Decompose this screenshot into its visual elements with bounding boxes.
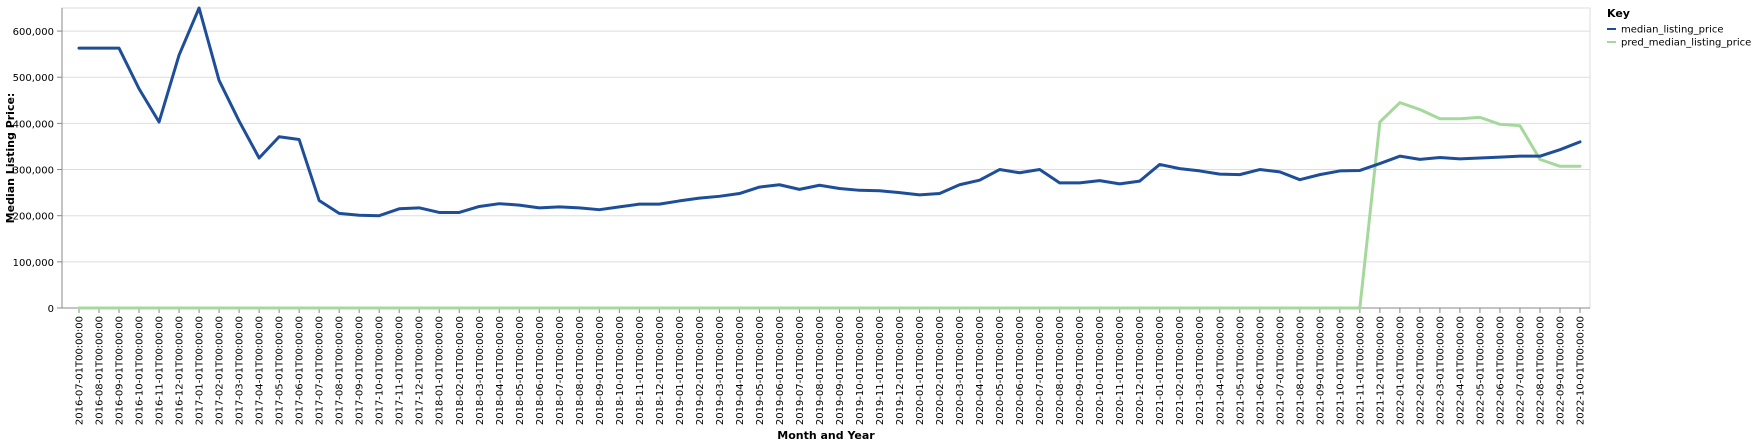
x-tick-label: 2021-03-01T00:00:00 bbox=[1195, 316, 1206, 425]
x-tick-label: 2016-11-01T00:00:00 bbox=[155, 316, 166, 425]
x-tick-label: 2020-09-01T00:00:00 bbox=[1075, 316, 1086, 425]
y-axis: 0 100,000 200,000 300,000 400,000 500,000 600,… bbox=[13, 8, 63, 315]
legend-title: Key bbox=[1607, 7, 1630, 20]
x-tick-label: 2016-09-01T00:00:00 bbox=[115, 316, 126, 425]
x-tick-label: 2019-06-01T00:00:00 bbox=[775, 316, 786, 425]
x-tick-label: 2017-04-01T00:00:00 bbox=[255, 316, 266, 425]
x-tick-label: 2016-08-01T00:00:00 bbox=[95, 316, 106, 425]
x-tick-label: 2018-01-01T00:00:00 bbox=[435, 316, 446, 425]
x-tick-label: 2016-07-01T00:00:00 bbox=[75, 316, 86, 425]
y-tick-label: 200,000 bbox=[13, 212, 54, 223]
x-tick-label: 2017-11-01T00:00:00 bbox=[395, 316, 406, 425]
x-tick-label: 2020-05-01T00:00:00 bbox=[995, 316, 1006, 425]
x-tick-label: 2019-07-01T00:00:00 bbox=[795, 316, 806, 425]
x-tick-label: 2021-12-01T00:00:00 bbox=[1375, 316, 1386, 425]
x-tick-label: 2021-10-01T00:00:00 bbox=[1335, 316, 1346, 425]
plot-frame bbox=[61, 7, 1591, 309]
x-tick-label: 2019-04-01T00:00:00 bbox=[735, 316, 746, 425]
x-tick-label: 2020-12-01T00:00:00 bbox=[1135, 316, 1146, 425]
y-axis-title: Median Listing Price: bbox=[4, 93, 17, 224]
x-tick-label: 2017-02-01T00:00:00 bbox=[215, 316, 226, 425]
x-tick-label: 2018-09-01T00:00:00 bbox=[595, 316, 606, 425]
x-tick-label: 2017-03-01T00:00:00 bbox=[235, 316, 246, 425]
x-tick-label: 2017-01-01T00:00:00 bbox=[195, 316, 206, 425]
y-tick-label: 500,000 bbox=[13, 73, 54, 84]
x-tick-label: 2020-01-01T00:00:00 bbox=[915, 316, 926, 425]
x-tick-label: 2022-09-01T00:00:00 bbox=[1555, 316, 1566, 425]
x-tick-label: 2016-10-01T00:00:00 bbox=[135, 316, 146, 425]
x-tick-label: 2016-12-01T00:00:00 bbox=[175, 316, 186, 425]
legend: Key median_listing_price pred_median_list… bbox=[1607, 7, 1751, 49]
x-tick-label: 2019-12-01T00:00:00 bbox=[895, 316, 906, 425]
x-tick-label: 2017-12-01T00:00:00 bbox=[415, 316, 426, 425]
legend-label: pred_median_listing_price bbox=[1621, 38, 1751, 49]
x-axis-title: Month and Year bbox=[777, 429, 875, 442]
x-tick-label: 2020-03-01T00:00:00 bbox=[955, 316, 966, 425]
x-tick-label: 2021-04-01T00:00:00 bbox=[1215, 316, 1226, 425]
x-tick-label: 2017-09-01T00:00:00 bbox=[355, 316, 366, 425]
x-tick-label: 2019-09-01T00:00:00 bbox=[835, 316, 846, 425]
x-tick-label: 2017-07-01T00:00:00 bbox=[315, 316, 326, 425]
y-tick-label: 400,000 bbox=[13, 119, 54, 130]
x-tick-label: 2020-10-01T00:00:00 bbox=[1095, 316, 1106, 425]
x-tick-label: 2020-02-01T00:00:00 bbox=[935, 316, 946, 425]
x-tick-label: 2019-03-01T00:00:00 bbox=[715, 316, 726, 425]
x-tick-label: 2020-07-01T00:00:00 bbox=[1035, 316, 1046, 425]
x-tick-label: 2021-08-01T00:00:00 bbox=[1295, 316, 1306, 425]
x-tick-label: 2019-02-01T00:00:00 bbox=[695, 316, 706, 425]
x-tick-label: 2021-11-01T00:00:00 bbox=[1355, 316, 1366, 425]
x-tick-label: 2019-01-01T00:00:00 bbox=[675, 316, 686, 425]
x-tick-label: 2021-02-01T00:00:00 bbox=[1175, 316, 1186, 425]
x-tick-label: 2019-08-01T00:00:00 bbox=[815, 316, 826, 425]
x-tick-label: 2022-10-01T00:00:00 bbox=[1576, 316, 1587, 425]
legend-label: median_listing_price bbox=[1621, 25, 1724, 36]
x-tick-label: 2022-01-01T00:00:00 bbox=[1395, 316, 1406, 425]
x-tick-label: 2022-02-01T00:00:00 bbox=[1415, 316, 1426, 425]
x-tick-label: 2018-12-01T00:00:00 bbox=[655, 316, 666, 425]
x-tick-label: 2019-11-01T00:00:00 bbox=[875, 316, 886, 425]
x-tick-label: 2022-05-01T00:00:00 bbox=[1475, 316, 1486, 425]
x-tick-label: 2022-03-01T00:00:00 bbox=[1435, 316, 1446, 425]
y-tick-label: 0 bbox=[48, 304, 54, 315]
x-axis: 2016-07-01T00:00:00 2016-08-01T00:00:00 20… bbox=[62, 307, 1590, 425]
x-tick-label: 2017-06-01T00:00:00 bbox=[295, 316, 306, 425]
x-tick-label: 2021-07-01T00:00:00 bbox=[1275, 316, 1286, 425]
x-tick-label: 2017-08-01T00:00:00 bbox=[335, 316, 346, 425]
x-tick-label: 2021-01-01T00:00:00 bbox=[1155, 316, 1166, 425]
x-tick-label: 2017-05-01T00:00:00 bbox=[275, 316, 286, 425]
x-tick-label: 2022-08-01T00:00:00 bbox=[1535, 316, 1546, 425]
x-tick-label: 2018-10-01T00:00:00 bbox=[615, 316, 626, 425]
x-tick-label: 2020-08-01T00:00:00 bbox=[1055, 316, 1066, 425]
x-tick-label: 2021-05-01T00:00:00 bbox=[1235, 316, 1246, 425]
x-tick-label: 2018-07-01T00:00:00 bbox=[555, 316, 566, 425]
y-tick-label: 300,000 bbox=[13, 166, 54, 177]
x-tick-label: 2021-06-01T00:00:00 bbox=[1255, 316, 1266, 425]
x-tick-label: 2018-08-01T00:00:00 bbox=[575, 316, 586, 425]
series-lines bbox=[77, 6, 1582, 310]
x-tick-label: 2022-04-01T00:00:00 bbox=[1455, 316, 1466, 425]
x-tick-label: 2020-11-01T00:00:00 bbox=[1115, 316, 1126, 425]
x-tick-label: 2021-09-01T00:00:00 bbox=[1315, 316, 1326, 425]
series-line-pred-median-listing-price bbox=[77, 101, 1582, 310]
x-tick-label: 2017-10-01T00:00:00 bbox=[375, 316, 386, 425]
x-tick-label: 2019-10-01T00:00:00 bbox=[855, 316, 866, 425]
series-line-median-listing-price bbox=[77, 6, 1582, 218]
x-tick-label: 2020-04-01T00:00:00 bbox=[975, 316, 986, 425]
y-tick-label: 100,000 bbox=[13, 258, 54, 269]
x-tick-label: 2018-05-01T00:00:00 bbox=[515, 316, 526, 425]
x-tick-label: 2020-06-01T00:00:00 bbox=[1015, 316, 1026, 425]
x-tick-label: 2022-07-01T00:00:00 bbox=[1515, 316, 1526, 425]
x-tick-label: 2018-02-01T00:00:00 bbox=[455, 316, 466, 425]
x-tick-label: 2018-03-01T00:00:00 bbox=[475, 316, 486, 425]
x-tick-label: 2022-06-01T00:00:00 bbox=[1495, 316, 1506, 425]
x-tick-label: 2019-05-01T00:00:00 bbox=[755, 316, 766, 425]
gridlines bbox=[62, 30, 1590, 309]
x-tick-label: 2018-04-01T00:00:00 bbox=[495, 316, 506, 425]
x-tick-label: 2018-06-01T00:00:00 bbox=[535, 316, 546, 425]
x-tick-label: 2018-11-01T00:00:00 bbox=[635, 316, 646, 425]
y-tick-label: 600,000 bbox=[13, 27, 54, 38]
